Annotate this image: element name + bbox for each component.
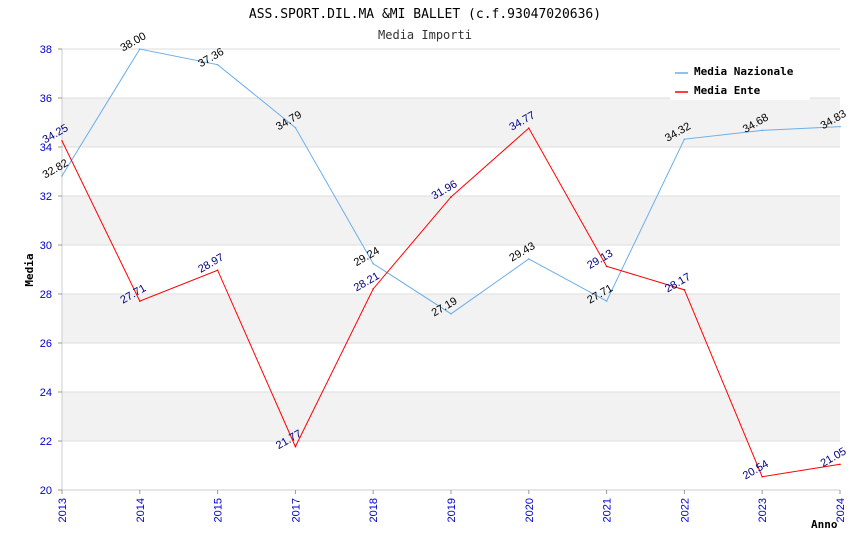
x-tick-label: 2015 xyxy=(213,498,225,522)
data-point xyxy=(683,289,686,291)
x-tick-label: 2024 xyxy=(835,498,847,522)
y-axis-ticks: 20 22 24 26 28 30 32 34 36 38 xyxy=(40,44,62,497)
data-label: 38.00 xyxy=(118,30,148,54)
y-tick-label: 36 xyxy=(40,93,52,105)
data-point xyxy=(605,265,608,268)
data-point xyxy=(372,288,375,290)
y-tick-label: 20 xyxy=(40,485,52,497)
y-tick-label: 28 xyxy=(40,289,52,301)
legend-box xyxy=(670,60,810,100)
data-label: 28.97 xyxy=(196,251,226,275)
data-label: 28.17 xyxy=(663,271,693,295)
data-point xyxy=(528,258,530,260)
data-point xyxy=(450,196,452,198)
y-tick-label: 34 xyxy=(40,142,52,154)
chart-subtitle: Media Importi xyxy=(378,28,472,42)
x-tick-label: 2021 xyxy=(602,498,614,522)
y-tick-label: 38 xyxy=(40,44,52,56)
x-tick-label: 2018 xyxy=(368,498,380,522)
x-tick-label: 2014 xyxy=(135,498,147,522)
legend: Media Nazionale Media Ente xyxy=(670,60,810,100)
grid-band xyxy=(62,294,840,343)
data-label: 28.21 xyxy=(352,270,382,294)
grid-band xyxy=(62,98,840,147)
data-point xyxy=(294,126,297,129)
y-tick-label: 30 xyxy=(40,240,52,252)
data-point xyxy=(372,262,375,265)
grid-band xyxy=(62,196,840,245)
x-axis-label: Anno xyxy=(811,518,838,531)
data-point xyxy=(139,48,141,50)
chart-title: ASS.SPORT.DIL.MA &MI BALLET (c.f.9304702… xyxy=(249,7,601,22)
y-tick-label: 26 xyxy=(40,338,52,350)
data-point xyxy=(139,300,141,302)
grid-band xyxy=(62,392,840,441)
data-label: 32.82 xyxy=(41,157,71,181)
data-point xyxy=(839,125,841,128)
data-point xyxy=(450,313,452,315)
data-point xyxy=(216,269,219,272)
data-point xyxy=(761,475,763,478)
data-point xyxy=(294,445,297,448)
data-point xyxy=(839,463,841,466)
y-tick-label: 24 xyxy=(40,387,52,399)
y-tick-label: 22 xyxy=(40,436,52,448)
x-tick-label: 2017 xyxy=(290,498,302,522)
series-lines xyxy=(61,48,841,478)
x-axis-ticks: 2013 2014 2015 2017 2018 2019 2020 2021 2022 2023… xyxy=(57,490,847,522)
data-point xyxy=(216,63,219,66)
y-tick-label: 32 xyxy=(40,191,52,203)
x-tick-label: 2013 xyxy=(57,498,69,522)
data-point xyxy=(528,127,530,129)
data-point xyxy=(683,138,686,140)
x-tick-label: 2019 xyxy=(446,498,458,522)
data-point xyxy=(761,129,763,132)
grid-bands xyxy=(62,48,840,491)
x-tick-label: 2022 xyxy=(679,498,691,522)
data-label: 29.24 xyxy=(352,245,382,269)
data-label: 37.36 xyxy=(196,46,226,70)
data-label: 29.13 xyxy=(585,248,615,272)
legend-label-nazionale: Media Nazionale xyxy=(694,65,794,78)
legend-label-ente: Media Ente xyxy=(694,84,761,97)
x-tick-label: 2020 xyxy=(524,498,536,522)
data-point xyxy=(61,140,63,142)
data-label: 21.05 xyxy=(819,446,849,470)
data-point xyxy=(61,175,63,177)
y-axis-label: Media xyxy=(23,253,36,286)
data-point xyxy=(605,300,608,302)
x-tick-label: 2023 xyxy=(757,498,769,522)
